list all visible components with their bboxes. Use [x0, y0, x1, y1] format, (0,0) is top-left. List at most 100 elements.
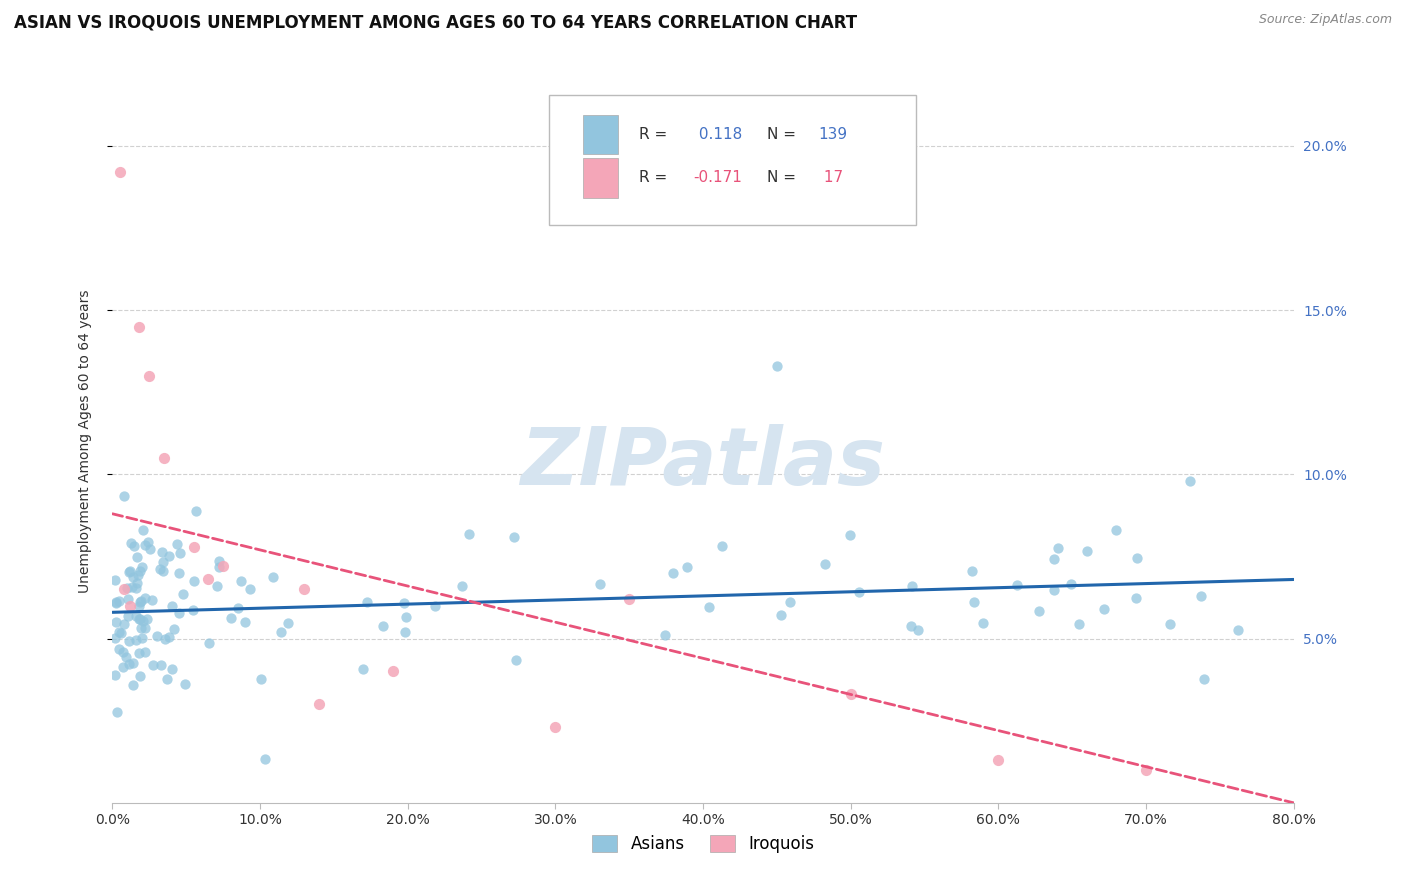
- Point: [181, 603, 204, 617]
- Point: [104, 632, 127, 646]
- Point: [1192, 672, 1215, 686]
- Point: [117, 609, 139, 624]
- Point: [1076, 544, 1098, 558]
- Point: [1159, 616, 1181, 631]
- Point: [112, 582, 135, 597]
- Point: [262, 569, 284, 583]
- Point: [157, 630, 180, 644]
- Point: [129, 594, 152, 608]
- Point: [208, 560, 231, 574]
- Point: [132, 523, 155, 537]
- Point: [125, 581, 148, 595]
- Point: [120, 536, 142, 550]
- Point: [128, 595, 150, 609]
- Point: [198, 635, 221, 649]
- Point: [900, 579, 922, 593]
- Point: [661, 566, 683, 580]
- Point: [104, 667, 127, 681]
- Point: [104, 595, 127, 609]
- Point: [1125, 591, 1147, 605]
- Point: [207, 578, 229, 592]
- Point: [162, 662, 184, 676]
- Point: [394, 625, 416, 640]
- Point: [382, 665, 405, 679]
- Point: [766, 359, 789, 373]
- Point: [1189, 589, 1212, 603]
- Point: [150, 544, 173, 558]
- Point: [352, 662, 374, 676]
- Point: [1105, 524, 1128, 538]
- Point: [277, 615, 299, 630]
- Point: [153, 450, 176, 465]
- Point: [394, 596, 416, 610]
- Point: [1135, 763, 1157, 777]
- Point: [149, 562, 172, 576]
- Point: [115, 650, 138, 665]
- Point: [711, 539, 734, 553]
- Point: [1178, 474, 1201, 488]
- Point: [105, 705, 128, 719]
- Point: [197, 573, 219, 587]
- Point: [107, 625, 129, 640]
- Point: [544, 720, 567, 734]
- Point: [111, 660, 134, 674]
- Point: [122, 657, 145, 671]
- FancyBboxPatch shape: [550, 95, 915, 225]
- Point: [118, 634, 141, 648]
- Point: [166, 537, 188, 551]
- Point: [1005, 578, 1028, 592]
- Point: [135, 612, 157, 626]
- Point: [128, 599, 150, 613]
- Point: [907, 623, 929, 637]
- Point: [108, 165, 131, 179]
- Point: [155, 632, 177, 647]
- Point: [131, 559, 153, 574]
- Point: [120, 599, 142, 613]
- Point: [108, 642, 131, 657]
- Point: [134, 591, 156, 605]
- Point: [1043, 582, 1066, 597]
- Point: [138, 368, 160, 383]
- Point: [1092, 602, 1115, 616]
- Point: [183, 540, 205, 554]
- Text: 139: 139: [818, 127, 848, 142]
- Point: [118, 657, 141, 671]
- FancyBboxPatch shape: [582, 158, 619, 198]
- Point: [125, 608, 148, 623]
- Legend: Asians, Iroquois: Asians, Iroquois: [585, 828, 821, 860]
- Text: N =: N =: [766, 170, 800, 186]
- Point: [110, 626, 132, 640]
- Point: [972, 615, 994, 630]
- Point: [395, 609, 418, 624]
- Point: [505, 653, 527, 667]
- Point: [779, 595, 801, 609]
- Point: [128, 564, 150, 578]
- Point: [173, 677, 195, 691]
- Point: [129, 669, 152, 683]
- Point: [588, 576, 610, 591]
- Point: [121, 570, 143, 584]
- Y-axis label: Unemployment Among Ages 60 to 64 years: Unemployment Among Ages 60 to 64 years: [77, 290, 91, 593]
- Point: [1069, 616, 1091, 631]
- Point: [127, 575, 149, 590]
- Point: [254, 751, 277, 765]
- Point: [308, 698, 330, 712]
- Point: [1125, 551, 1147, 566]
- Point: [1028, 604, 1050, 618]
- Point: [139, 541, 162, 556]
- Point: [503, 531, 526, 545]
- FancyBboxPatch shape: [582, 114, 619, 154]
- Point: [142, 657, 165, 672]
- Point: [292, 582, 315, 597]
- Point: [112, 645, 135, 659]
- Point: [654, 628, 676, 642]
- Point: [132, 614, 155, 628]
- Point: [104, 573, 127, 587]
- Point: [122, 678, 145, 692]
- Point: [156, 672, 179, 686]
- Point: [212, 559, 235, 574]
- Point: [233, 615, 256, 630]
- Point: [125, 633, 148, 648]
- Point: [150, 657, 173, 672]
- Point: [105, 596, 128, 610]
